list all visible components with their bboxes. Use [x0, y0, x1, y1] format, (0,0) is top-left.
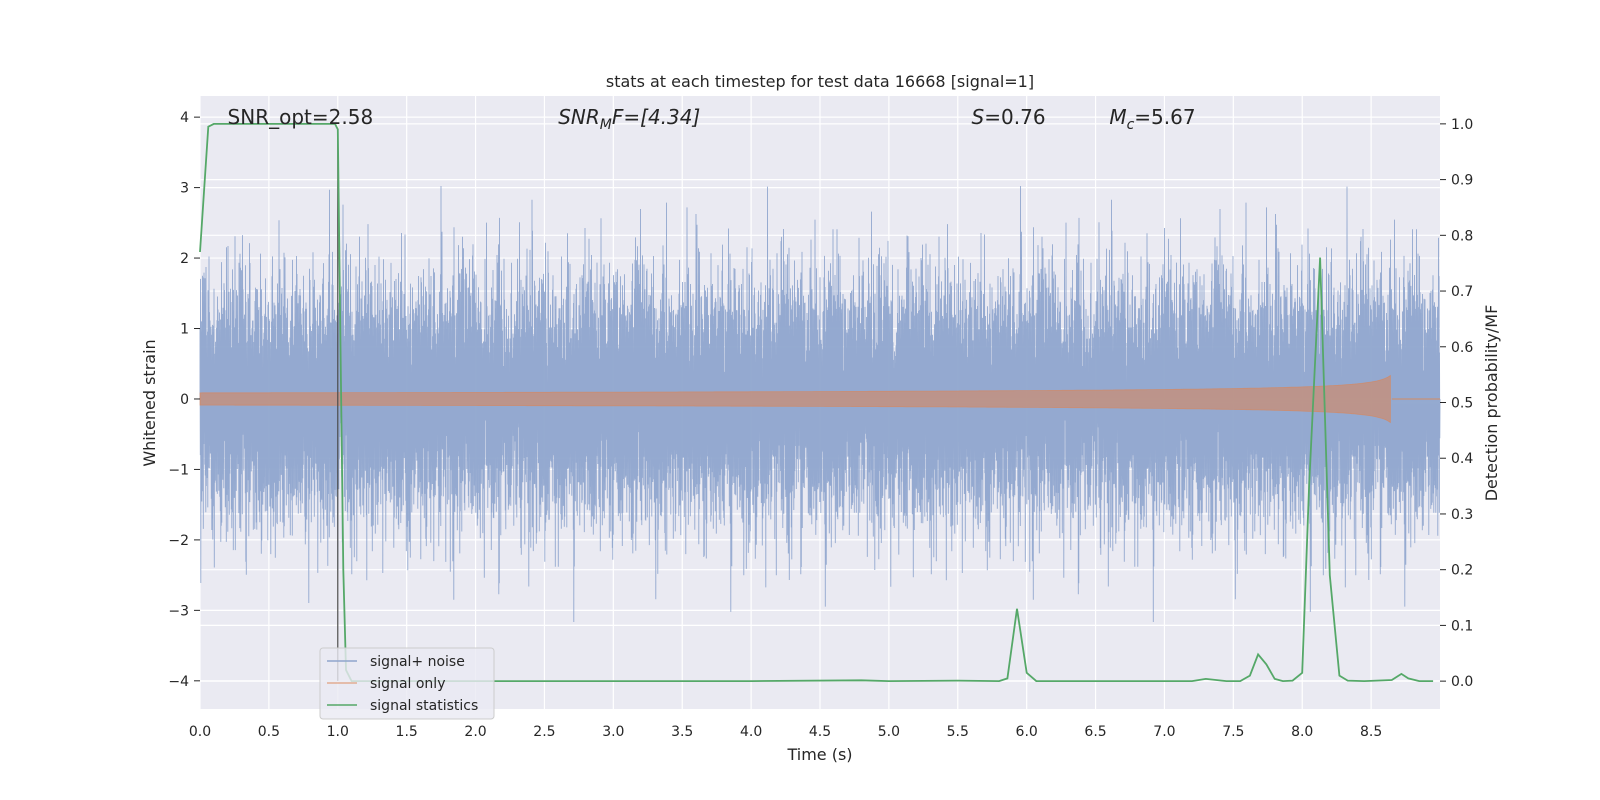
x-tick-label: 7.0	[1153, 724, 1175, 740]
annotation-base: SNR_opt=2.58	[228, 105, 374, 129]
y-tick-label: −2	[168, 533, 189, 549]
x-tick-label: 4.5	[809, 724, 831, 740]
x-tick-label: 4.0	[740, 724, 762, 740]
y2-tick-label: 0.4	[1451, 451, 1473, 467]
annotation-subscript: c	[1127, 117, 1135, 133]
y-tick-label: 4	[180, 110, 189, 126]
x-tick-label: 7.5	[1222, 724, 1244, 740]
x-tick-label: 6.5	[1084, 724, 1106, 740]
legend-label-signal-only: signal only	[370, 676, 445, 692]
x-tick-label: 5.0	[878, 724, 900, 740]
tick-labels: 0.0 0.5 1.0 1.5 2.0 2.5 3.0 3.5 4.0 4.5 5.0 5.5 6.0 6…	[168, 110, 1473, 740]
y2-tick-label: 0.6	[1451, 340, 1473, 356]
x-tick-label: 1.5	[396, 724, 418, 740]
x-tick-label: 0.0	[189, 724, 211, 740]
legend-box	[319, 647, 495, 720]
y-tick-label: 0	[180, 392, 189, 408]
annotation-0: SNR_opt=2.58	[228, 105, 374, 129]
y-tick-label: −3	[168, 603, 189, 619]
annotation-1: SNRMF=[4.34]	[558, 105, 700, 133]
series-signal-plus-noise	[199, 185, 1441, 623]
y2-tick-label: 1.0	[1451, 117, 1473, 133]
legend: signal+ noise signal only signal statist…	[319, 647, 495, 720]
annotation-2: S=0.76	[972, 105, 1046, 129]
y2-tick-label: 0.3	[1451, 507, 1473, 523]
x-tick-label: 6.0	[1016, 724, 1038, 740]
annotation-3: Mc=5.67	[1109, 105, 1195, 133]
x-tick-label: 2.0	[464, 724, 486, 740]
x-tick-label: 0.5	[258, 724, 280, 740]
annotation-base: M	[1109, 105, 1126, 129]
x-tick-label: 8.0	[1291, 724, 1313, 740]
annotation-value: =0.76	[984, 105, 1045, 129]
chirp-envelope	[199, 374, 1391, 424]
annotations: SNR_opt=2.58 SNRMF=[4.34] S=0.76 Mc=5.67	[228, 105, 1196, 133]
y2-tick-label: 0.1	[1451, 618, 1473, 634]
series-signal-only	[199, 374, 1440, 424]
noise-trace	[199, 185, 1441, 623]
y2-tick-label: 0.9	[1451, 173, 1473, 189]
y2-tick-label: 0.0	[1451, 674, 1473, 690]
annotation-base: SNR	[558, 105, 600, 129]
statistics-line	[199, 123, 1434, 683]
annotation-value: =5.67	[1134, 105, 1195, 129]
y-tick-label: 3	[180, 181, 189, 197]
x-axis-label: Time (s)	[786, 745, 852, 764]
annotation-base: S	[972, 105, 985, 129]
chart-title: stats at each timestep for test data 166…	[606, 72, 1034, 91]
legend-label-signal-plus-noise: signal+ noise	[370, 654, 465, 670]
y-tick-label: 1	[180, 322, 189, 338]
y-tick-label: −1	[168, 462, 189, 478]
annotation-value: F=[4.34]	[612, 105, 700, 129]
x-tick-label: 2.5	[533, 724, 555, 740]
y2-tick-label: 0.8	[1451, 228, 1473, 244]
y2-tick-label: 0.7	[1451, 284, 1473, 300]
x-tick-label: 3.5	[671, 724, 693, 740]
y-tick-label: −4	[168, 674, 189, 690]
annotation-subscript: M	[600, 117, 612, 133]
y-axis-label: Whitened strain	[140, 339, 159, 466]
series-signal-statistics	[199, 123, 1434, 683]
y2-tick-label: 0.2	[1451, 563, 1473, 579]
x-tick-label: 1.0	[327, 724, 349, 740]
y2-tick-label: 0.5	[1451, 396, 1473, 412]
y2-axis-label: Detection probability/MF	[1482, 305, 1501, 502]
x-tick-label: 3.0	[602, 724, 624, 740]
legend-label-signal-statistics: signal statistics	[370, 698, 478, 714]
y-tick-label: 2	[180, 251, 189, 267]
x-tick-label: 8.5	[1360, 724, 1382, 740]
x-tick-label: 5.5	[947, 724, 969, 740]
